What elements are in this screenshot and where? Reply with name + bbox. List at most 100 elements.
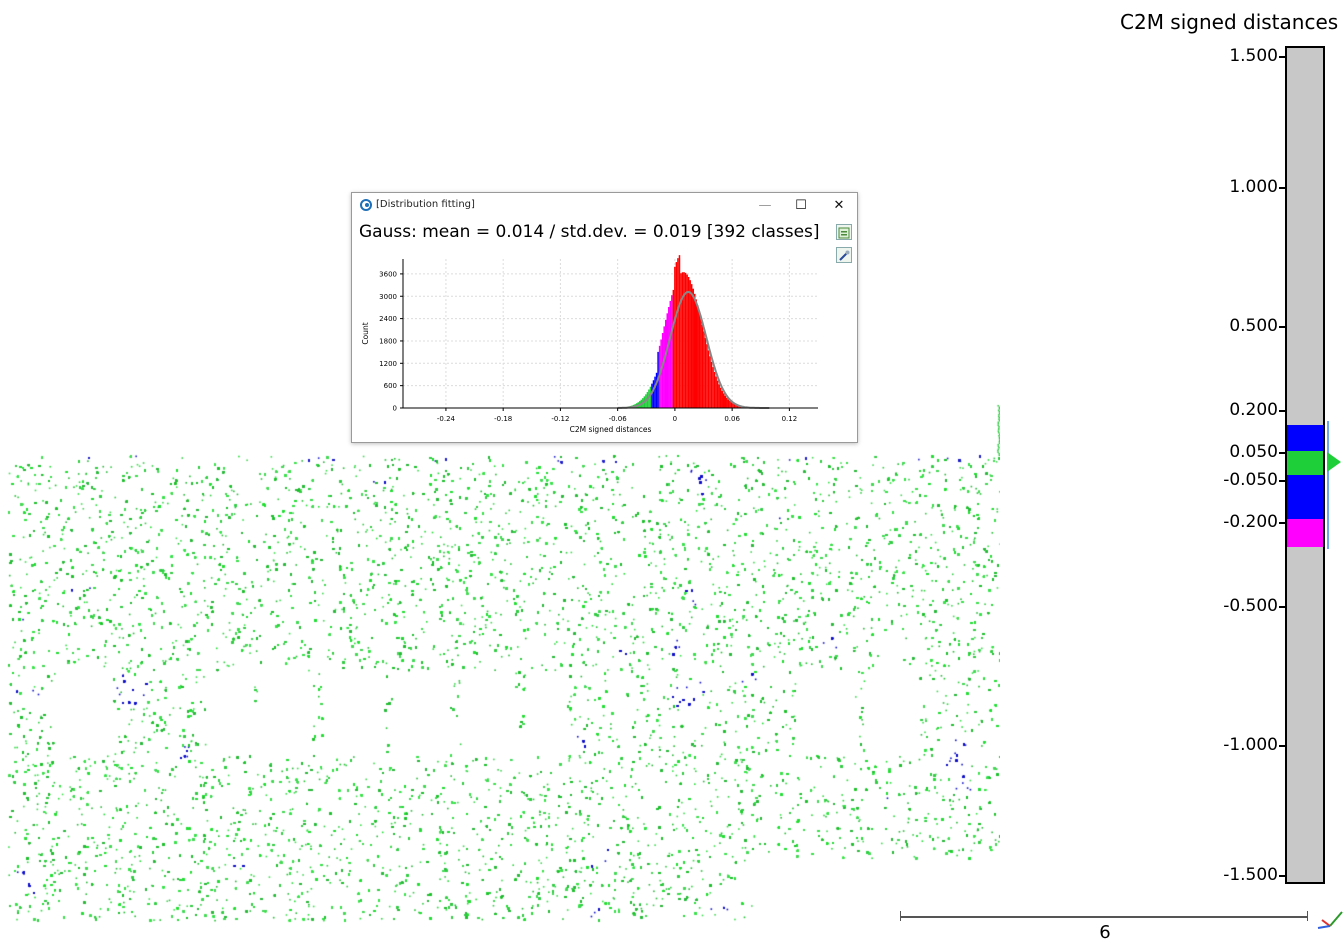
- histogram-bar: [700, 318, 702, 408]
- histogram-bar: [667, 313, 669, 408]
- scale-histogram-line: [1327, 421, 1329, 549]
- color-scale-bar: [1285, 46, 1325, 884]
- histogram-bar: [683, 272, 685, 408]
- trihedron-axes-icon: [1316, 906, 1344, 932]
- x-tick-label: -0.18: [494, 415, 512, 423]
- x-tick-label: -0.24: [437, 415, 456, 423]
- histogram-bar: [702, 325, 704, 408]
- export-csv-icon[interactable]: [836, 224, 852, 240]
- histogram-bar: [706, 344, 708, 408]
- y-tick-label: 600: [384, 382, 397, 390]
- scale-tick: [1279, 745, 1285, 747]
- histogram-bar: [729, 401, 731, 408]
- scale-tick: [1279, 606, 1285, 608]
- histogram-bar: [676, 262, 678, 408]
- histogram-bar: [691, 284, 693, 408]
- histogram-bar: [694, 294, 696, 408]
- histogram-bar: [654, 377, 656, 408]
- histogram-bar: [651, 384, 653, 408]
- x-tick-label: -0.06: [609, 415, 628, 423]
- histogram-bar: [673, 290, 675, 408]
- histogram-bar: [680, 273, 682, 408]
- histogram-bar: [668, 307, 670, 408]
- y-tick-label: 1200: [379, 360, 397, 368]
- histogram-bar: [679, 255, 681, 408]
- histogram-bar: [714, 372, 716, 408]
- band-magenta: [1287, 519, 1323, 547]
- distribution-fitting-dialog: [Distribution fitting] — ☐ ✕ Gauss: mean…: [351, 192, 858, 443]
- histogram-bar: [686, 275, 688, 408]
- scale-tick: [1279, 410, 1285, 412]
- x-tick-label: 0.06: [724, 415, 740, 423]
- y-tick-label: 3600: [379, 270, 397, 278]
- x-axis-label: C2M signed distances: [570, 425, 652, 434]
- histogram-bar: [665, 320, 667, 408]
- histogram-bar: [726, 398, 728, 408]
- scale-ruler-label: 6: [1090, 922, 1120, 943]
- histogram-bar: [731, 402, 733, 408]
- histogram-bar: [689, 280, 691, 408]
- scale-label-1.500: 1.500: [1208, 46, 1278, 66]
- y-tick-label: 1800: [379, 337, 397, 345]
- band-blue-lower: [1287, 475, 1323, 519]
- histogram-bar: [708, 350, 710, 408]
- scale-tick: [1279, 56, 1285, 58]
- histogram-bar: [715, 377, 717, 408]
- histogram-bar: [697, 305, 699, 408]
- histogram-bar: [721, 391, 723, 408]
- histogram-bar: [663, 326, 665, 408]
- scale-label-0.050: 0.050: [1208, 442, 1278, 462]
- histogram-bar: [705, 338, 707, 408]
- chart-settings-icon[interactable]: [836, 247, 852, 263]
- histogram-bar: [699, 312, 701, 408]
- histogram-bar: [728, 399, 730, 408]
- scale-tick: [1279, 187, 1285, 189]
- histogram-bar: [692, 289, 694, 408]
- histogram-bar: [711, 362, 713, 408]
- band-blue-upper: [1287, 425, 1323, 451]
- scale-tick: [1279, 875, 1285, 877]
- histogram-bar: [720, 388, 722, 408]
- scale-tick: [1279, 326, 1285, 328]
- histogram-bar: [717, 381, 719, 408]
- x-tick-label: -0.12: [551, 415, 569, 423]
- y-axis-label: Count: [361, 322, 370, 344]
- scale-tick: [1279, 522, 1285, 524]
- histogram-bar: [653, 380, 655, 408]
- histogram-bar: [712, 367, 714, 408]
- histogram-bar: [671, 295, 673, 408]
- histogram-bar: [709, 356, 711, 408]
- scale-label-neg-1.000: -1.000: [1208, 735, 1278, 755]
- histogram-bar: [677, 258, 679, 408]
- point-cloud-view[interactable]: [0, 400, 1000, 942]
- histogram-bar: [650, 387, 652, 408]
- color-scale-title: C2M signed distances: [1120, 10, 1330, 34]
- histogram-bar: [662, 333, 664, 408]
- histogram-bar: [674, 267, 676, 408]
- scale-label-neg-1.500: -1.500: [1208, 865, 1278, 885]
- scale-label-neg-0.200: -0.200: [1208, 512, 1278, 532]
- scale-label-0.500: 0.500: [1208, 316, 1278, 336]
- band-green: [1287, 451, 1323, 475]
- scale-label-0.200: 0.200: [1208, 400, 1278, 420]
- histogram-bar: [670, 301, 672, 408]
- histogram-bar: [723, 393, 725, 408]
- histogram-bar: [725, 396, 727, 408]
- scale-histogram-marker: [1327, 452, 1341, 472]
- scale-ruler-end: [900, 911, 901, 921]
- scale-ruler: [900, 916, 1308, 918]
- scale-label-neg-0.500: -0.500: [1208, 596, 1278, 616]
- scale-tick: [1279, 480, 1285, 482]
- y-tick-label: 2400: [379, 315, 397, 323]
- histogram-bar: [656, 373, 658, 408]
- scale-label-1.000: 1.000: [1208, 177, 1278, 197]
- histogram-bar: [696, 299, 698, 408]
- scale-ruler-end: [1307, 911, 1308, 921]
- histogram-bar: [703, 331, 705, 408]
- scale-label-neg-0.050: -0.050: [1208, 470, 1278, 490]
- x-tick-label: 0.12: [782, 415, 798, 423]
- y-tick-label: 3000: [379, 293, 397, 301]
- histogram-bar: [688, 277, 690, 408]
- x-tick-label: 0: [673, 415, 677, 423]
